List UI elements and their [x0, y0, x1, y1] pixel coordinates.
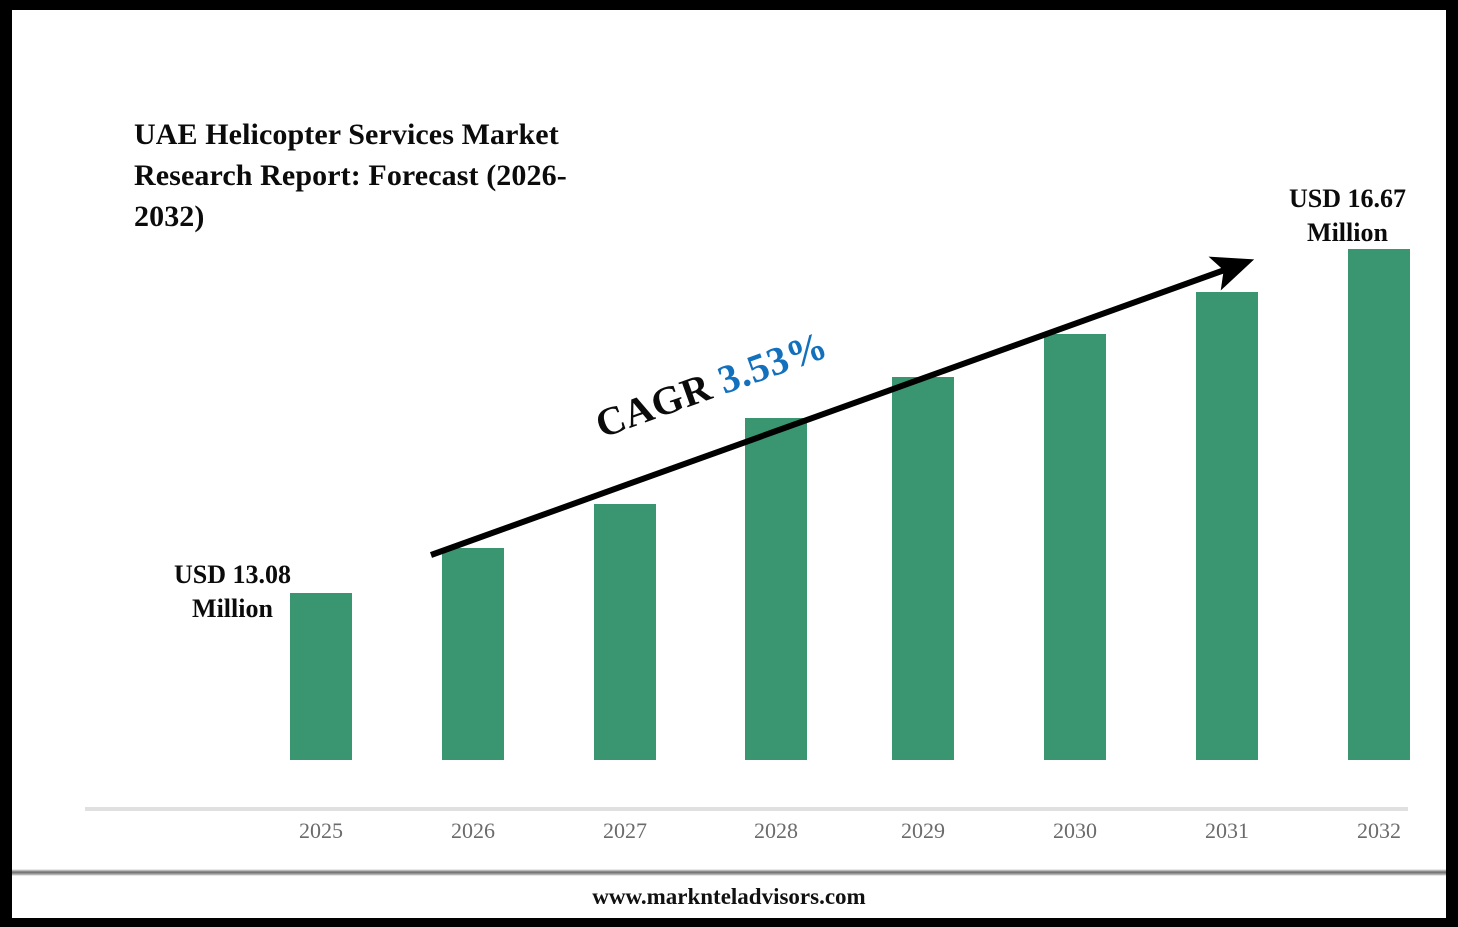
bar-2029 [892, 377, 954, 760]
x-tick-2029: 2029 [901, 818, 945, 843]
bar-2030 [1044, 334, 1106, 760]
x-tick-2030: 2030 [1053, 818, 1097, 843]
page-title-line-3: 2032) [134, 199, 205, 233]
bar-2032 [1348, 249, 1410, 760]
start-value-callout: USD 13.08 Million [125, 558, 340, 627]
x-tick-2031: 2031 [1205, 818, 1249, 843]
start-value-amount: USD 13.08 [173, 560, 291, 589]
bar-2028 [745, 418, 807, 760]
x-axis-line [85, 807, 1408, 811]
end-value-callout: USD 16.67 Million [1240, 182, 1455, 251]
page-title-line-1: UAE Helicopter Services Market [134, 118, 559, 151]
bar-2026 [442, 548, 504, 760]
footer-website-url: www.marknteladvisors.com [592, 884, 866, 909]
start-value-unit: Million [192, 594, 273, 624]
cagr-prefix: CAGR [589, 360, 728, 447]
chart-canvas: UAE Helicopter Services Market Research … [12, 10, 1446, 918]
end-value-unit: Million [1307, 218, 1388, 248]
cagr-value: 3.53% [711, 322, 834, 403]
end-value-amount: USD 16.67 [1288, 184, 1406, 213]
x-tick-2026: 2026 [451, 818, 495, 843]
bar-2025 [290, 593, 352, 760]
footer-divider [12, 869, 1446, 876]
bar-2027 [594, 504, 656, 760]
bar-2031 [1196, 292, 1258, 760]
x-tick-2025: 2025 [299, 818, 343, 843]
page-title-line-2: Research Report: Forecast (2026- [134, 158, 567, 192]
x-tick-2028: 2028 [754, 818, 798, 843]
x-tick-2027: 2027 [603, 818, 647, 843]
x-tick-2032: 2032 [1357, 818, 1401, 843]
bar-chart-plot-area: 2025 2026 2027 2028 2029 2030 2031 2032 CAGR 3.… [12, 10, 1446, 870]
page-title: UAE Helicopter Services Market Research … [134, 115, 694, 237]
